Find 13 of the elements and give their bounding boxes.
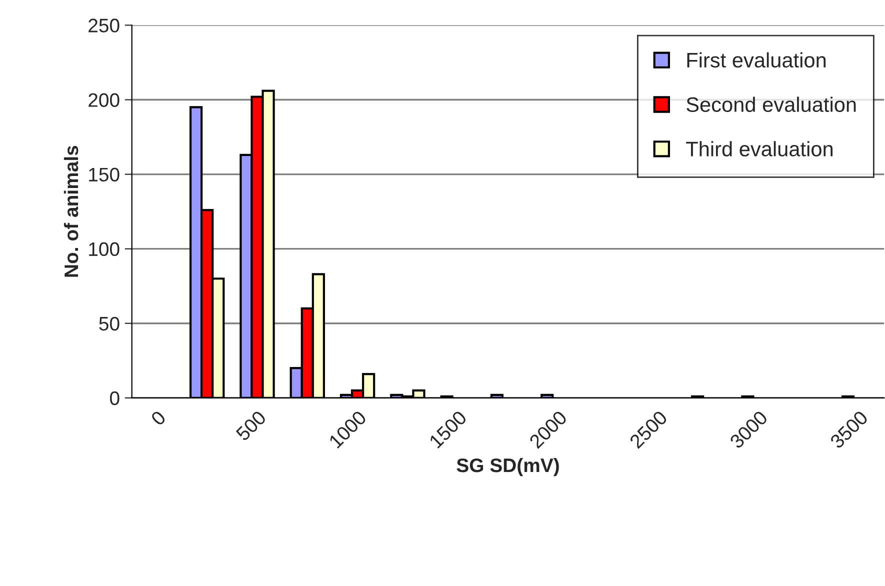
y-tick-label: 0 xyxy=(110,391,120,406)
legend-label: First evaluation xyxy=(687,52,826,68)
legend-label: Third evaluation xyxy=(686,141,832,156)
y-tick-label: 150 xyxy=(89,168,120,182)
y-tick-label: 200 xyxy=(88,93,120,107)
y-axis-title: No. of animals xyxy=(64,146,78,277)
y-tick-label: 100 xyxy=(89,242,120,256)
x-tick-label: 500 xyxy=(235,410,267,442)
y-tick-label: 50 xyxy=(99,316,120,331)
y-tick-label: 250 xyxy=(88,18,120,32)
x-tick-label: 0 xyxy=(150,410,166,426)
legend-label: Second evaluation xyxy=(686,96,856,112)
x-axis-title: SG SD(mV) xyxy=(456,458,559,476)
